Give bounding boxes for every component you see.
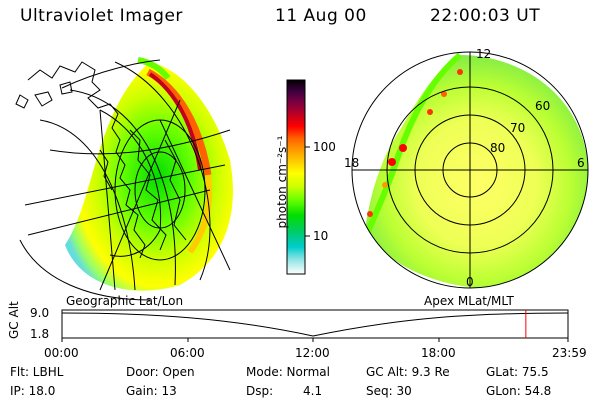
status-geo-longitude: GLon: 54.8: [486, 384, 552, 398]
mlt-label-dawn: 6: [577, 156, 585, 170]
timeline-x-tick-0600: 06:00: [170, 346, 205, 360]
status-door: Door: Open: [126, 365, 195, 379]
geographic-grid: [19, 59, 231, 301]
status-filter: Flt: LBHL: [10, 365, 64, 379]
timeline-y-tick-low: 1.8: [30, 327, 50, 341]
status-dsp-value: 4.1: [303, 384, 323, 398]
status-dsp-label: Dsp:: [246, 384, 274, 398]
colorbar: [286, 79, 306, 275]
colorbar-unit-label: photon cm⁻²s⁻¹: [275, 135, 289, 229]
mlt-label-midnight: 0: [466, 275, 474, 289]
mlt-label-dusk: 18: [344, 156, 359, 170]
instrument-title: Ultraviolet Imager: [20, 6, 183, 26]
colorbar-label-10: 10: [313, 229, 329, 243]
status-gain: Gain: 13: [126, 384, 177, 398]
altitude-curve: [61, 312, 569, 337]
timeline-y-tick-high: 9.0: [30, 306, 50, 320]
mlat-ring-70: 70: [510, 121, 525, 135]
altitude-timeline-frame: [61, 309, 569, 339]
status-gc-altitude: GC Alt: 9.3 Re: [366, 365, 450, 379]
observation-time: 22:00:03 UT: [430, 6, 541, 26]
timeline-x-tick-2359: 23:59: [552, 346, 587, 360]
timeline-x-tick-1200: 12:00: [295, 346, 330, 360]
mlat-ring-60: 60: [535, 99, 550, 113]
left-panel-label: Geographic Lat/Lon: [66, 294, 184, 308]
timeline-x-tick-0000: 00:00: [44, 346, 79, 360]
status-sequence: Seq: 30: [366, 384, 412, 398]
earth-uv-image: [65, 57, 233, 291]
timeline-y-axis-label: GC Alt: [7, 301, 21, 339]
polar-uv-image: [362, 52, 588, 288]
mlt-label-noon: 12: [476, 47, 491, 61]
observation-date: 11 Aug 00: [275, 6, 367, 26]
status-geo-latitude: GLat: 75.5: [486, 365, 549, 379]
status-mode: Mode: Normal: [246, 365, 330, 379]
timeline-ticks: [61, 338, 569, 342]
right-panel-label: Apex MLat/MLT: [424, 294, 514, 308]
mlat-ring-80: 80: [490, 141, 505, 155]
polar-grid: [351, 51, 589, 289]
status-ip: IP: 18.0: [10, 384, 56, 398]
timeline-x-tick-1800: 18:00: [421, 346, 456, 360]
colorbar-label-100: 100: [313, 140, 336, 154]
coastlines: [15, 61, 187, 259]
